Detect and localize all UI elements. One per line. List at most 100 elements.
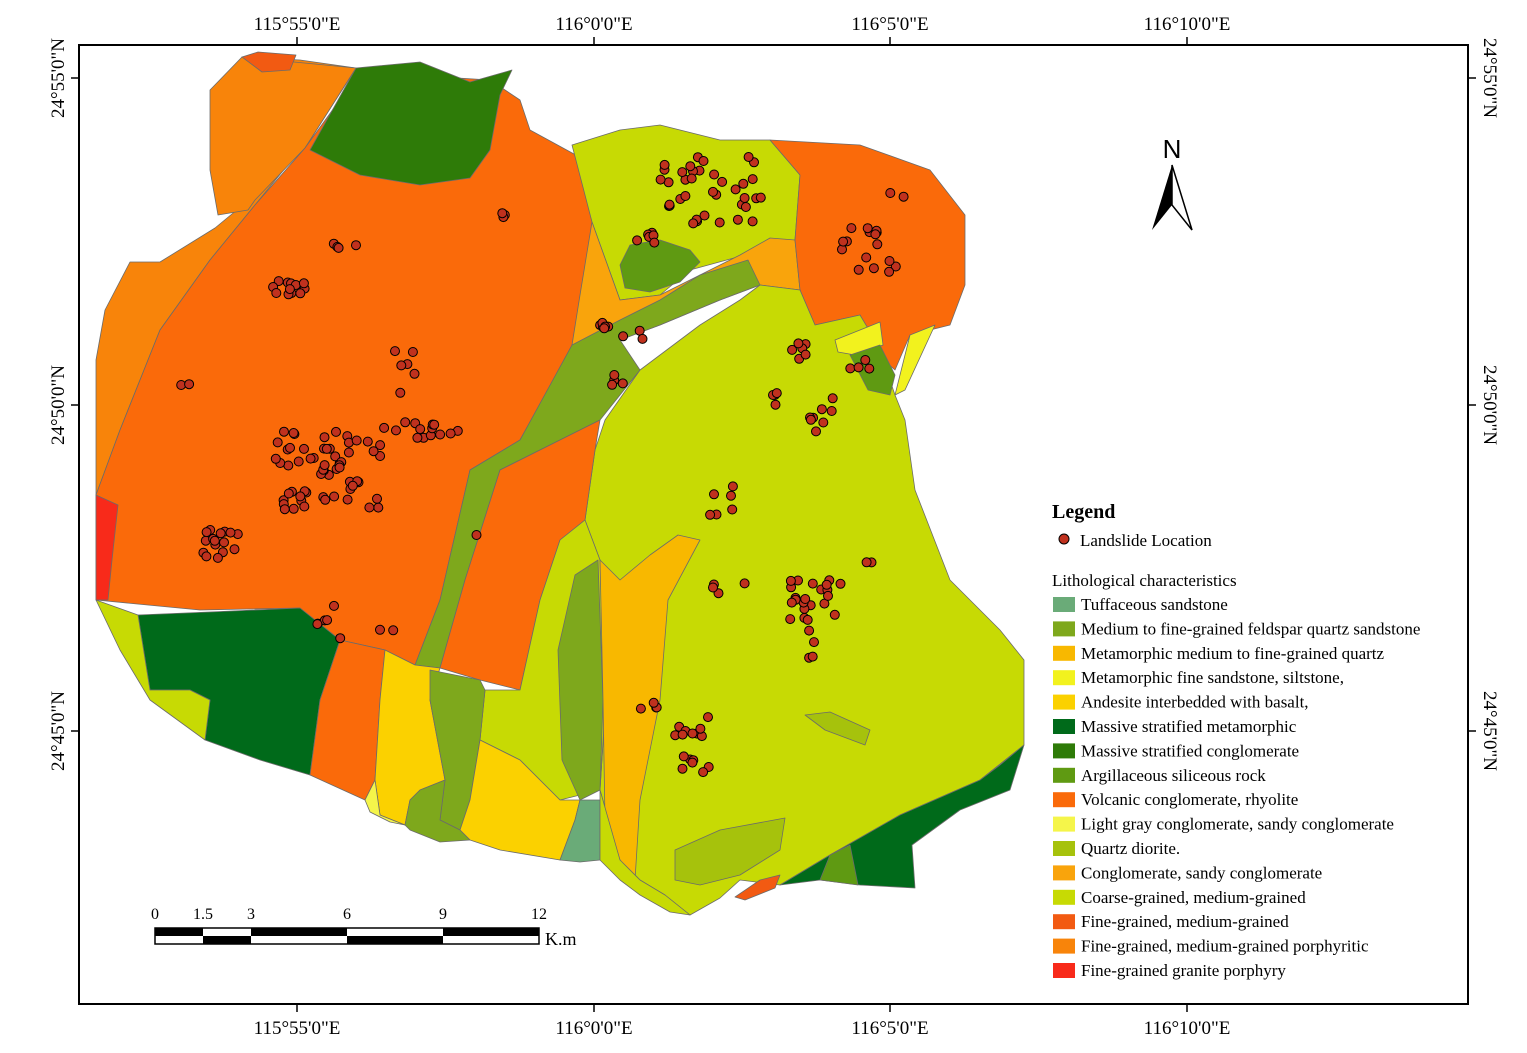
unit-coarse-southwest xyxy=(95,599,211,741)
landslide-point xyxy=(695,723,706,734)
legend-swatch-13 xyxy=(1053,914,1075,930)
top-label-1: 115°55'0"E xyxy=(254,14,341,35)
landslide-point xyxy=(415,424,426,435)
bottom-label-2: 116°0'0"E xyxy=(555,1018,632,1039)
landslide-point xyxy=(730,184,741,195)
landslide-point xyxy=(497,208,508,219)
landslide-point xyxy=(279,426,289,437)
landslide-point xyxy=(805,414,816,425)
bottom-label-4: 116°10'0"E xyxy=(1144,1018,1231,1039)
landslide-point xyxy=(435,429,446,440)
landslide-point xyxy=(632,235,643,246)
landslide-point xyxy=(471,530,482,540)
landslide-point xyxy=(635,703,646,714)
landslide-point xyxy=(412,432,423,443)
landslide-point xyxy=(838,236,849,247)
landslide-point xyxy=(898,191,909,202)
landslide-points xyxy=(176,152,909,778)
landslide-point xyxy=(818,417,829,428)
landslide-point xyxy=(293,456,304,467)
landslide-point xyxy=(884,256,895,266)
bottom-label-3: 116°5'0"E xyxy=(851,1018,928,1039)
landslide-legend-icon xyxy=(1058,533,1070,545)
landslide-point xyxy=(364,502,375,513)
landslide-point xyxy=(319,432,330,443)
landslide-point xyxy=(372,493,382,504)
landslide-point xyxy=(319,460,330,471)
landslide-point xyxy=(390,346,400,357)
landslide-point xyxy=(279,504,290,515)
legend-label-1: Medium to fine-grained feldspar quartz s… xyxy=(1081,619,1420,638)
unit-light-gray-east xyxy=(894,324,936,396)
landslide-point xyxy=(362,436,373,447)
landslide-point xyxy=(299,443,309,454)
legend-swatch-15 xyxy=(1053,963,1075,978)
landslide-point xyxy=(709,489,719,500)
landslide-point xyxy=(321,443,332,454)
landslide-point xyxy=(375,440,386,451)
landslide-point xyxy=(609,370,620,380)
unit-fine-grained-bottom xyxy=(734,874,781,901)
landslide-point xyxy=(885,188,896,198)
legend-swatch-11 xyxy=(1053,865,1075,881)
landslide-point xyxy=(648,697,659,708)
landslide-point xyxy=(351,435,362,446)
landslide-point xyxy=(686,173,697,184)
landslide-point xyxy=(659,159,670,170)
unit-coarse-bottom xyxy=(599,789,691,916)
landslide-point xyxy=(320,494,331,505)
frame-ticks xyxy=(71,37,1476,1012)
unit-quartz-diorite-lens xyxy=(674,817,786,886)
left-label-3: 24°45'0"N xyxy=(48,691,69,771)
landslide-point xyxy=(331,426,341,437)
landslide-point xyxy=(351,240,361,251)
legend-label-13: Fine-grained, medium-grained xyxy=(1081,912,1289,931)
landslide-point xyxy=(329,600,339,611)
landslide-point xyxy=(708,582,718,593)
landslide-point xyxy=(209,535,220,546)
landslide-point xyxy=(342,494,353,505)
scale-tick-5: 12 xyxy=(531,906,547,923)
legend-label-8: Volcanic conglomerate, rhyolite xyxy=(1081,790,1298,809)
landslide-point xyxy=(272,437,283,448)
landslide-point xyxy=(829,609,840,620)
left-label-2: 24°50'0"N xyxy=(48,365,69,445)
landslide-point xyxy=(201,527,212,538)
landslide-point xyxy=(400,417,411,428)
landslide-point xyxy=(607,379,618,390)
landslide-point xyxy=(343,447,354,458)
legend-label-11: Conglomerate, sandy conglomerate xyxy=(1081,863,1322,882)
landslide-point xyxy=(786,597,797,608)
lithology-section-title: Lithological characteristics xyxy=(1052,571,1237,590)
landslide-point xyxy=(284,284,295,295)
coordinate-labels: 115°55'0"E 116°0'0"E 116°5'0"E 116°10'0"… xyxy=(48,14,1500,1039)
landslide-point xyxy=(271,288,282,298)
legend-label-12: Coarse-grained, medium-grained xyxy=(1081,888,1306,907)
landslide-point xyxy=(288,503,299,514)
right-label-3: 24°45'0"N xyxy=(1479,691,1500,771)
landslide-point xyxy=(853,362,864,373)
landslide-point xyxy=(698,156,709,166)
scale-unit: K.m xyxy=(545,929,577,949)
unit-quartz-diorite-small xyxy=(804,711,871,746)
scale-tick-4: 9 xyxy=(439,906,447,923)
north-arrow: N xyxy=(1152,134,1193,231)
legend-title: Legend xyxy=(1052,501,1115,523)
landslide-point xyxy=(747,174,758,185)
landslide-point xyxy=(618,331,629,342)
landslide-point xyxy=(285,442,295,453)
landslide-point xyxy=(391,425,401,436)
landslide-point xyxy=(816,404,827,415)
landslide-point xyxy=(368,446,379,457)
legend-swatch-10 xyxy=(1053,841,1075,856)
legend-swatch-4 xyxy=(1053,694,1075,710)
landslide-point xyxy=(299,501,310,512)
top-label-2: 116°0'0"E xyxy=(555,14,632,35)
legend: Legend Landslide Location Lithological c… xyxy=(1052,501,1420,980)
landslide-point xyxy=(634,325,645,336)
landslide-point xyxy=(330,451,341,462)
landslide-point xyxy=(649,237,660,248)
landslide-point xyxy=(329,491,340,502)
bottom-label-1: 115°55'0"E xyxy=(254,1018,341,1039)
landslide-point xyxy=(703,712,713,723)
